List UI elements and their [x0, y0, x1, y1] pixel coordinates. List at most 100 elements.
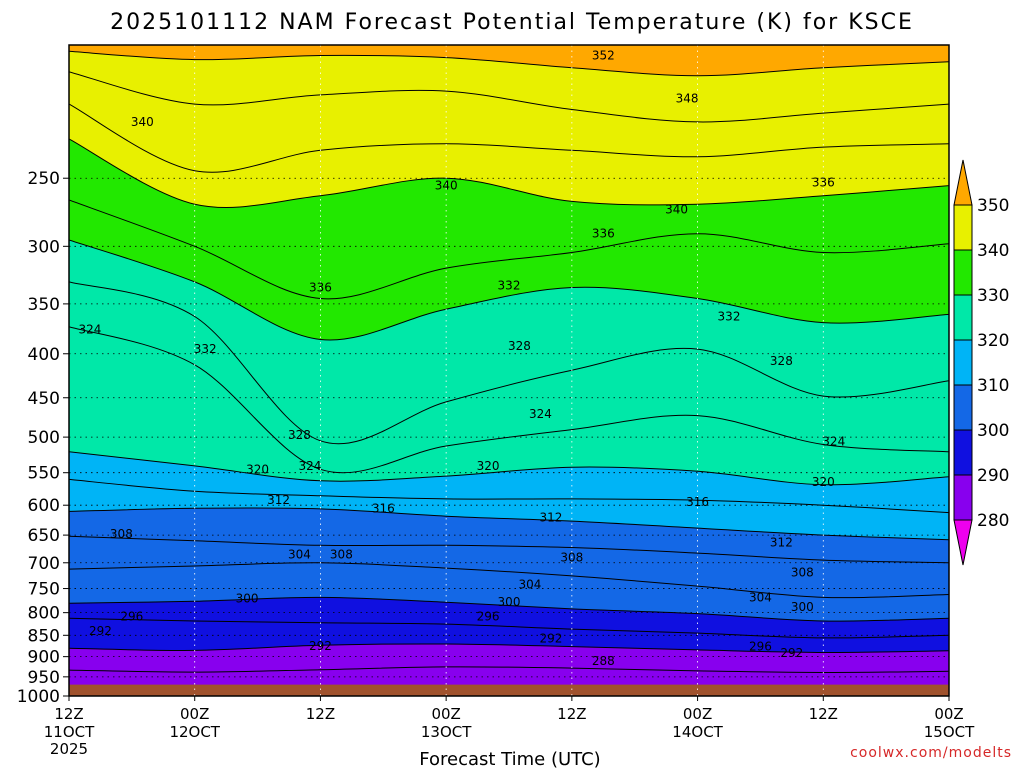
x-tick-label-date: 12OCT	[169, 723, 220, 741]
colorbar-swatch	[953, 294, 973, 341]
contour-344	[69, 103, 949, 173]
contour-label: 328	[508, 339, 531, 353]
contour-label: 292	[780, 646, 803, 660]
contour-label: 312	[539, 510, 562, 524]
contour-label: 324	[298, 459, 321, 473]
below-ground-area	[69, 684, 949, 696]
x-tick-label-time: 12Z	[809, 705, 838, 723]
contour-label: 308	[110, 527, 133, 541]
y-tick-label: 900	[28, 648, 60, 668]
x-tick-label-date: 15OCT	[924, 723, 975, 741]
contour-288	[69, 666, 949, 674]
x-axis-title: Forecast Time (UTC)	[419, 749, 600, 768]
band-above-352	[69, 45, 949, 76]
colorbar-swatch	[953, 339, 973, 386]
x-tick-label-time: 00Z	[431, 705, 460, 723]
y-axis: 2503003504004505005506006507007508008509…	[17, 169, 69, 707]
colorbar-swatch	[953, 474, 973, 521]
contour-label: 328	[288, 428, 311, 442]
contour-lines	[69, 50, 949, 674]
contour-332	[69, 239, 949, 341]
y-tick-label: 350	[28, 295, 60, 315]
contour-label: 316	[372, 501, 395, 515]
contour-label: 320	[246, 462, 269, 476]
grid-lines	[69, 45, 949, 697]
contour-label: 304	[518, 578, 541, 592]
colorbar-bottom-arrow	[953, 519, 973, 566]
contour-label: 296	[477, 609, 500, 623]
y-tick-label: 1000	[17, 687, 60, 707]
contour-label: 324	[529, 407, 552, 421]
y-tick-label: 950	[28, 668, 60, 688]
contour-label: 304	[749, 590, 772, 604]
y-tick-label: 400	[28, 345, 60, 365]
contour-label: 300	[236, 591, 259, 605]
x-tick-label-year: 2025	[50, 740, 88, 758]
credit-text: coolwx.com/modelts	[850, 745, 1012, 761]
contour-label: 332	[718, 309, 741, 323]
colorbar-label: 340	[977, 241, 1009, 261]
colorbar-swatch	[953, 384, 973, 431]
x-tick-label-time: 12Z	[54, 705, 83, 723]
y-tick-label: 300	[28, 237, 60, 257]
x-tick-label-time: 00Z	[683, 705, 712, 723]
colorbar-label: 300	[977, 421, 1009, 441]
y-tick-label: 250	[28, 169, 60, 189]
contour-336	[69, 199, 949, 300]
x-tick-label-time: 00Z	[934, 705, 963, 723]
colorbar-label: 320	[977, 331, 1009, 351]
y-tick-label: 600	[28, 496, 60, 516]
contour-324	[69, 326, 949, 474]
contour-312	[69, 507, 949, 541]
colorbar-swatch	[953, 204, 973, 251]
contour-label: 292	[309, 639, 332, 653]
contour-label: 336	[592, 227, 615, 241]
contour-label: 300	[791, 600, 814, 614]
plot-frame	[68, 44, 950, 697]
colorbar-label: 330	[977, 286, 1009, 306]
contour-label: 324	[822, 435, 845, 449]
contour-348	[69, 71, 949, 123]
contour-label: 340	[665, 203, 688, 217]
contour-label: 336	[309, 281, 332, 295]
contour-308	[69, 535, 949, 564]
contour-label: 348	[676, 92, 699, 106]
contour-352	[69, 50, 949, 77]
contour-label: 328	[770, 354, 793, 368]
y-tick-label: 750	[28, 580, 60, 600]
x-tick-label-time: 12Z	[306, 705, 335, 723]
plot-area: 352 348 340 340 340 336 336 336 332 332 332 324 328 3…	[68, 44, 950, 697]
contour-label: 288	[592, 654, 615, 668]
x-tick-label-time: 00Z	[180, 705, 209, 723]
y-tick-label: 700	[28, 554, 60, 574]
contour-label: 324	[78, 323, 101, 337]
contour-label: 300	[498, 595, 521, 609]
x-tick-label-time: 12Z	[557, 705, 586, 723]
contour-label: 296	[120, 609, 143, 623]
contour-label: 352	[592, 49, 615, 63]
contour-320	[69, 451, 949, 486]
colorbar-label: 350	[977, 196, 1009, 216]
contour-300	[69, 596, 949, 622]
colorbar-swatch	[953, 249, 973, 296]
x-tick-label-date: 11OCT	[44, 723, 95, 741]
color-fill-bands	[69, 45, 949, 696]
contour-label: 296	[749, 640, 772, 654]
colorbar-top-arrow	[953, 159, 973, 206]
y-tick-label: 450	[28, 389, 60, 409]
colorbar-label: 280	[977, 511, 1009, 531]
contour-label: 292	[89, 624, 112, 638]
contour-label: 308	[560, 550, 583, 564]
contour-316	[69, 478, 949, 514]
colorbar-label: 290	[977, 466, 1009, 486]
colorbar-swatch	[953, 429, 973, 476]
contour-label: 308	[330, 548, 353, 562]
contour-label: 316	[686, 495, 709, 509]
contour-label: 304	[288, 548, 311, 562]
y-tick-label: 500	[28, 428, 60, 448]
contour-label: 340	[131, 115, 154, 129]
x-tick-label-date: 13OCT	[421, 723, 472, 741]
chart-title: 2025101112 NAM Forecast Potential Temper…	[110, 10, 914, 35]
